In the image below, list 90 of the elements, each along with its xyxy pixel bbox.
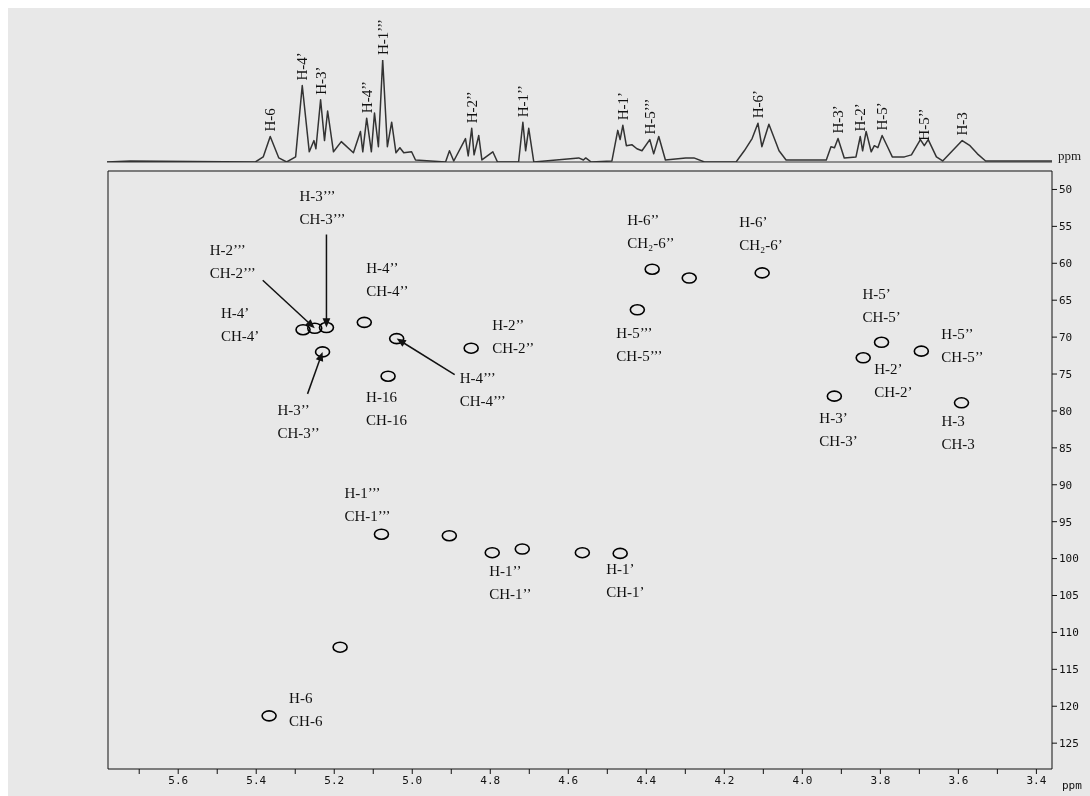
- annotation: H-6’’ CH₂-6’’: [627, 212, 675, 252]
- annotation: H-3’ CH-3’: [819, 410, 858, 450]
- annotation: H-1’’: [514, 85, 531, 118]
- annotation: H-3’: [312, 66, 329, 95]
- annotation: H-3: [954, 112, 971, 136]
- x-tick-label: 3.6: [948, 773, 969, 787]
- annotation: H-4’ CH-4’: [221, 305, 260, 345]
- point: [484, 546, 501, 559]
- point: [295, 323, 311, 336]
- annotation: H-2’’ CH-2’’: [492, 317, 535, 357]
- annotation: H-5’: [874, 102, 891, 131]
- x-tick-label: 3.8: [870, 773, 891, 787]
- x-tick-label: 4.4: [636, 773, 657, 787]
- point: [514, 543, 531, 555]
- annotation: H-5’ CH-5’: [862, 286, 901, 326]
- point: [826, 390, 843, 402]
- annotation: H-4’’’ CH-4’’’: [459, 370, 506, 410]
- annotation: H-3’’ CH-3’’: [277, 402, 320, 442]
- x-tick-label: 4.8: [480, 773, 501, 787]
- point: [873, 336, 890, 349]
- point: [953, 397, 970, 409]
- y-tick-label: 65: [1059, 294, 1073, 308]
- annotation: H-16 CH-16: [366, 389, 408, 429]
- y-tick-label: 115: [1059, 663, 1079, 677]
- point: [314, 346, 331, 358]
- annotation: H-4’’: [358, 80, 375, 114]
- y-tick-label: 55: [1059, 220, 1073, 234]
- point: [332, 641, 348, 653]
- point: [373, 528, 390, 541]
- y-tick-label: 110: [1059, 626, 1079, 640]
- annotation: H-6’ CH₂-6’: [739, 214, 783, 254]
- x-tick-label: 4.0: [792, 773, 813, 787]
- y-tick-label: 60: [1059, 257, 1073, 271]
- y-tick-label: 125: [1059, 737, 1079, 751]
- y-tick-label: 75: [1059, 367, 1073, 381]
- x-tick-label: 4.6: [558, 773, 579, 787]
- annotation: H-1’’’ CH-1’’’: [344, 485, 391, 525]
- point: [629, 303, 646, 316]
- annotation: H-1’’’: [374, 18, 391, 55]
- point: [356, 316, 373, 329]
- x-tick-label: 5.4: [246, 773, 267, 787]
- point: [463, 342, 479, 354]
- x-tick-label: 3.4: [1026, 773, 1047, 787]
- x-tick-label: 5.0: [402, 773, 423, 787]
- annotation: H-5’’’: [641, 98, 658, 135]
- x-axis-title: ppm: [1058, 148, 1082, 163]
- annotation: H-6 CH-6: [289, 690, 323, 730]
- annotation: H-4’: [294, 52, 311, 81]
- annotation: H-1’: [614, 91, 631, 121]
- annotation: H-4’’ CH-4’’: [366, 260, 409, 300]
- point: [574, 546, 591, 559]
- point: [612, 547, 628, 560]
- point: [855, 351, 871, 364]
- point: [644, 263, 660, 275]
- annotation: H-2’ CH-2’: [874, 361, 913, 401]
- y-tick-label: 105: [1059, 589, 1079, 603]
- point: [261, 710, 277, 722]
- point: [913, 345, 930, 357]
- y-tick-label: 50: [1059, 183, 1073, 197]
- y-tick-label: 120: [1059, 700, 1079, 714]
- annotation: H-5’’’ CH-5’’’: [616, 325, 663, 365]
- annotation: H-3’: [830, 105, 847, 134]
- annotation: H-1’’ CH-1’’: [489, 563, 532, 603]
- point: [380, 370, 396, 383]
- point: [754, 267, 770, 279]
- y-tick-label: 100: [1059, 552, 1079, 566]
- x-tick-label: 5.2: [324, 773, 345, 787]
- annotation: H-2’’: [463, 91, 480, 124]
- y-tick-label: 70: [1059, 331, 1073, 345]
- x-tick-label: 4.2: [714, 773, 735, 787]
- x-axis-title: ppm: [1062, 779, 1083, 792]
- annotation: H-6: [262, 107, 279, 132]
- y-tick-label: 90: [1059, 478, 1073, 492]
- y-tick-label: 80: [1059, 404, 1073, 418]
- annotation: H-3’’’ CH-3’’’: [299, 187, 346, 227]
- annotation: H-1’ CH-1’: [606, 561, 645, 601]
- point: [318, 321, 335, 334]
- annotation: H-5’’ CH-5’’: [941, 326, 984, 366]
- point: [681, 272, 698, 284]
- annotation: H-3 CH-3: [941, 413, 975, 453]
- annotation: H-5’’: [916, 108, 933, 141]
- point: [306, 322, 323, 335]
- y-tick-label: 95: [1059, 515, 1073, 529]
- y-tick-label: 85: [1059, 441, 1073, 455]
- point: [388, 332, 405, 345]
- annotation: H-2’’’ CH-2’’’: [209, 242, 256, 282]
- point: [441, 529, 458, 542]
- annotation: H-6’: [749, 89, 766, 119]
- x-tick-label: 5.6: [168, 773, 189, 787]
- annotation: H-2’: [852, 103, 869, 132]
